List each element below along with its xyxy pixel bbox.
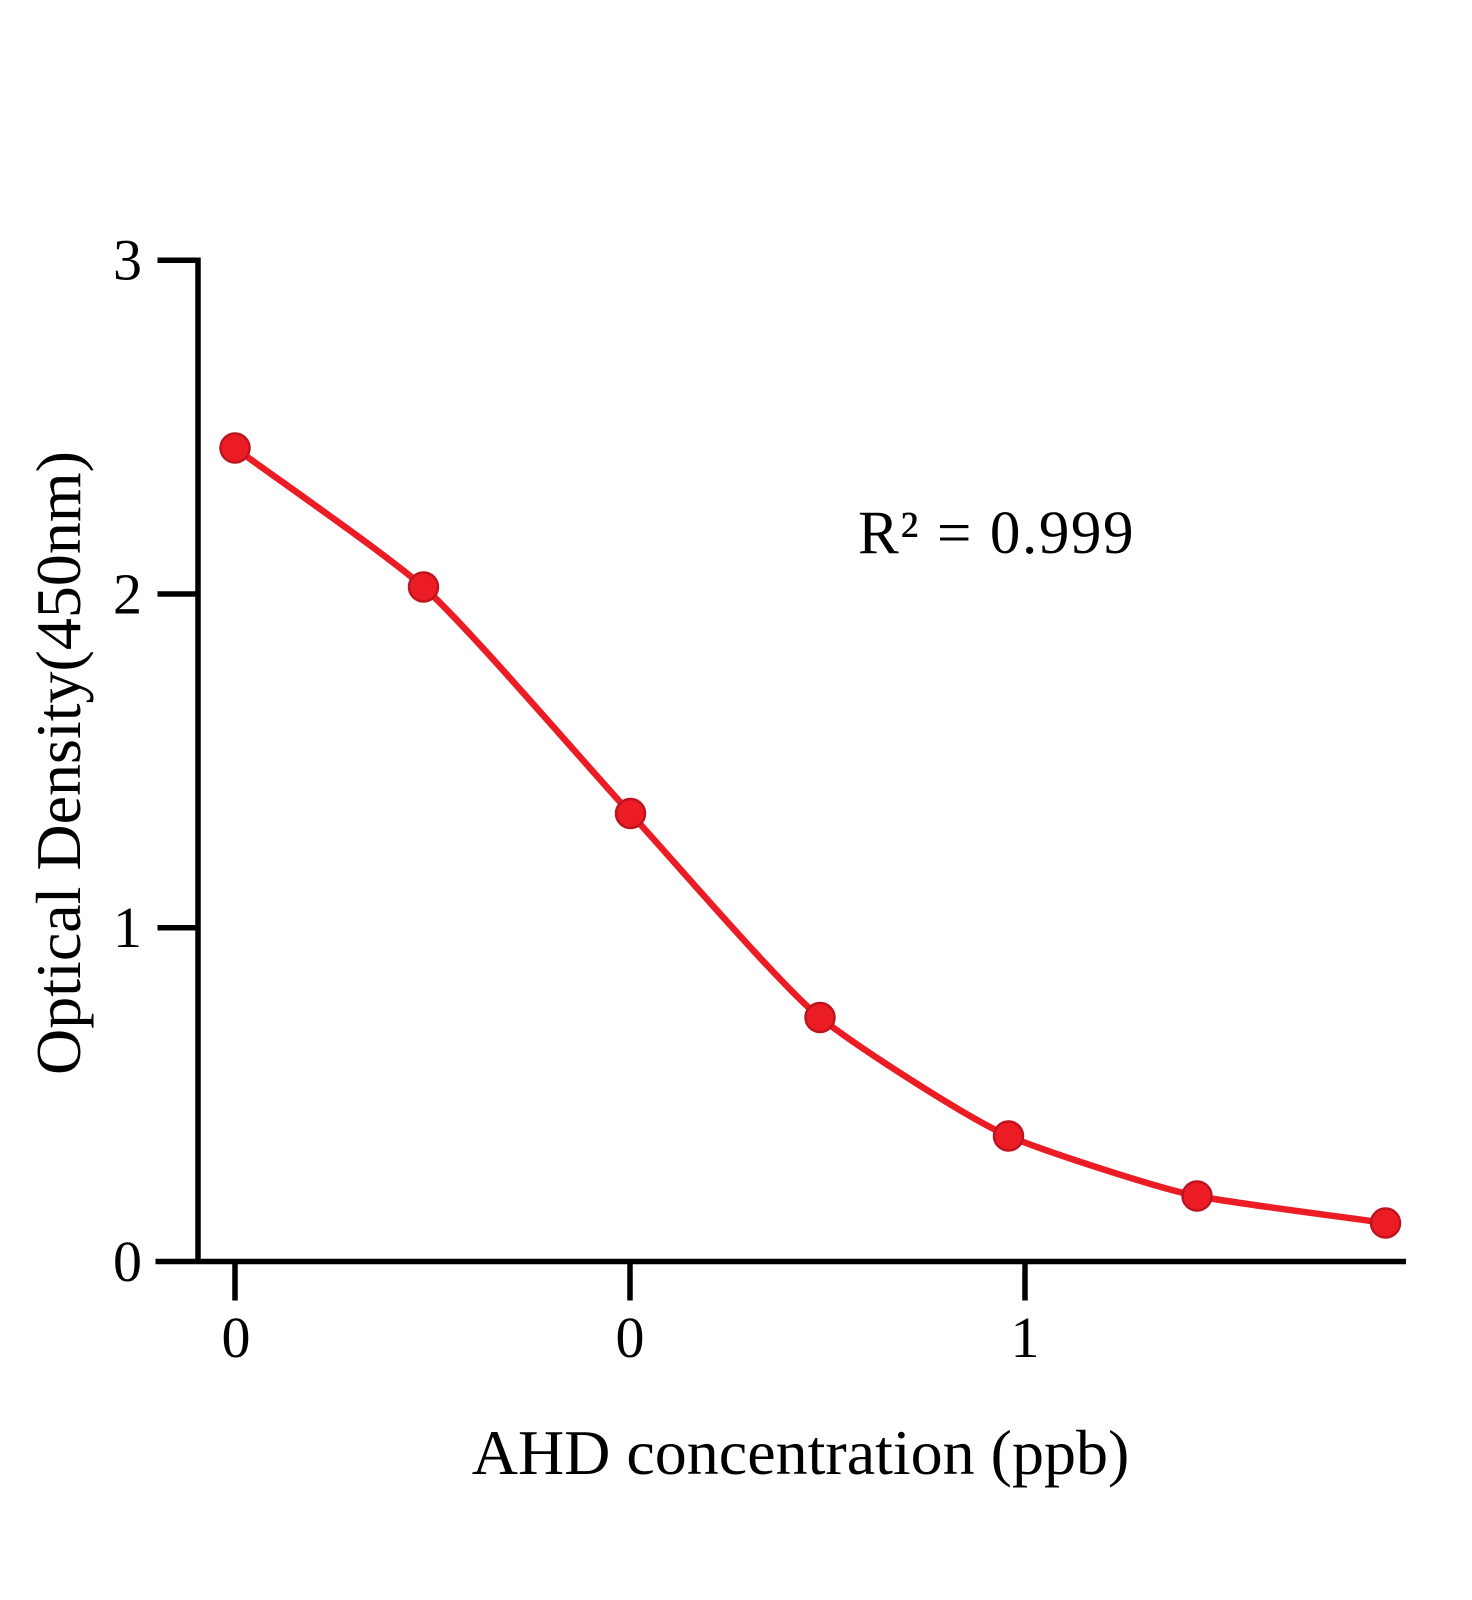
svg-text:2: 2 bbox=[113, 561, 142, 626]
svg-text:1: 1 bbox=[113, 895, 142, 960]
svg-text:3: 3 bbox=[113, 228, 142, 293]
svg-text:R² = 0.999: R² = 0.999 bbox=[858, 500, 1135, 567]
svg-text:1: 1 bbox=[1011, 1305, 1040, 1370]
svg-text:AHD concentration (ppb): AHD concentration (ppb) bbox=[472, 1417, 1130, 1488]
svg-text:0: 0 bbox=[113, 1229, 142, 1294]
svg-text:Optical Density(450nm): Optical Density(450nm) bbox=[23, 451, 94, 1075]
svg-text:0: 0 bbox=[222, 1305, 251, 1370]
svg-text:0: 0 bbox=[616, 1305, 645, 1370]
